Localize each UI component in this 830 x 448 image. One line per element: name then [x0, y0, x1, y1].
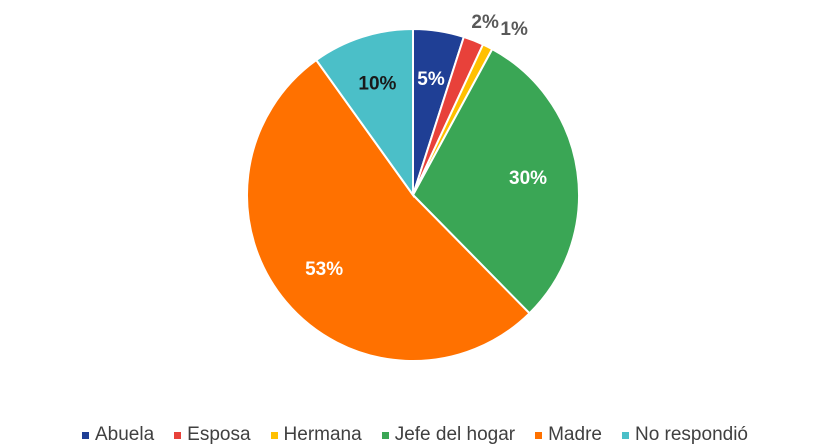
legend-swatch	[535, 431, 543, 439]
legend-item: Jefe del hogar	[381, 424, 516, 446]
legend-swatch	[174, 431, 182, 439]
legend-label: Hermana	[283, 424, 362, 445]
legend: Abuela Esposa Hermana Jefe del hogar Madre No…	[0, 424, 830, 446]
legend-item: Esposa	[174, 424, 251, 446]
legend-label: Madre	[548, 424, 602, 445]
legend-swatch	[270, 431, 278, 439]
legend-item: Abuela	[81, 424, 155, 446]
pie-slice	[246, 58, 531, 363]
pie-slice	[314, 27, 414, 199]
legend-item: No respondió	[621, 424, 748, 446]
pie-area: 5% 2% 1% 30% 53% 10%	[246, 12, 580, 363]
legend-label: Abuela	[94, 424, 155, 445]
data-label: 5%	[417, 69, 445, 90]
legend-item: Madre	[535, 424, 602, 446]
data-label: 30%	[509, 168, 547, 189]
data-label: 2%	[471, 12, 499, 33]
pie-slice	[411, 47, 580, 315]
legend-label: Jefe del hogar	[394, 424, 516, 445]
legend-swatch	[81, 431, 89, 439]
legend-swatch	[621, 431, 629, 439]
legend-item: Hermana	[270, 424, 362, 446]
data-label: 10%	[358, 73, 396, 94]
data-label: 1%	[500, 19, 528, 40]
legend-label: No respondió	[634, 424, 748, 445]
legend-swatch	[381, 431, 389, 439]
data-label: 53%	[305, 259, 343, 280]
legend-label: Esposa	[187, 424, 251, 445]
